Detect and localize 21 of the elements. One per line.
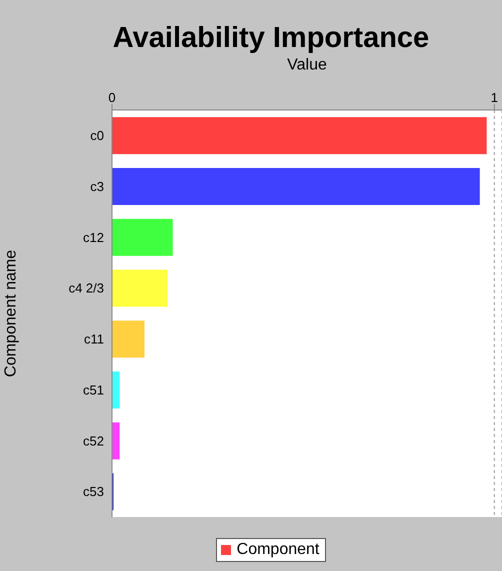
bar xyxy=(112,270,168,307)
y-tick-label: c51 xyxy=(83,382,104,398)
bar xyxy=(112,168,480,205)
x-axis-title: Value xyxy=(287,56,327,74)
y-tick-label: c53 xyxy=(83,484,104,500)
legend-label: Component xyxy=(236,541,320,559)
bar xyxy=(112,422,120,460)
y-tick-label: c3 xyxy=(90,178,104,194)
y-tick-label: c52 xyxy=(83,433,104,448)
bar xyxy=(112,320,144,358)
y-tick-label: c12 xyxy=(83,230,104,245)
bar xyxy=(112,117,487,154)
y-tick-label: c0 xyxy=(90,128,104,144)
bar xyxy=(112,372,120,408)
y-tick-label: c4 2/3 xyxy=(68,280,104,296)
bar xyxy=(112,218,173,256)
y-tick-label: c11 xyxy=(84,332,104,347)
chart-title: Availability Importance xyxy=(112,22,430,55)
x-tick-label: 1 xyxy=(490,90,498,105)
y-axis-title: Component name xyxy=(2,250,20,378)
x-tick-label: 0 xyxy=(108,90,116,105)
